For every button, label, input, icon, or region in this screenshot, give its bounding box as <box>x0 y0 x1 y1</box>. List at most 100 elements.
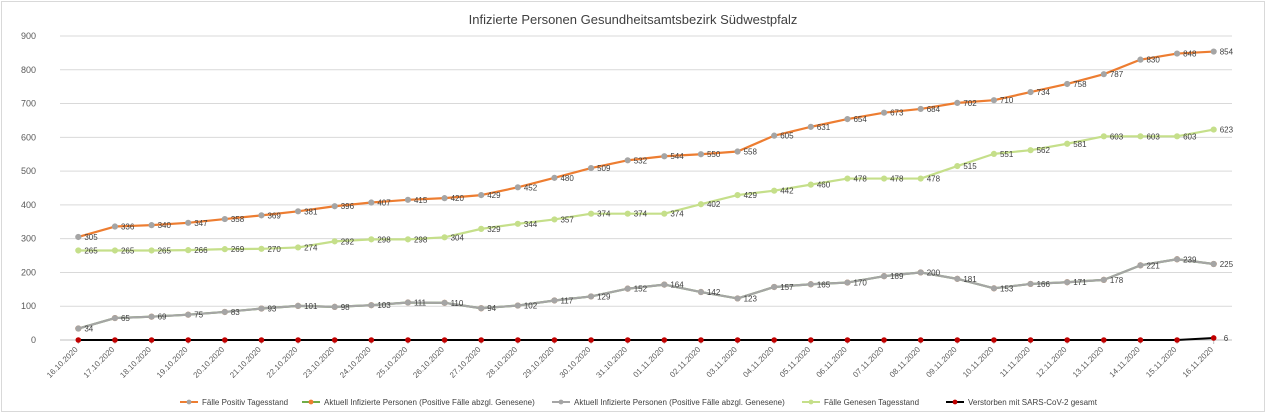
data-label: 166 <box>1037 280 1051 289</box>
data-point <box>1064 80 1071 88</box>
data-label: 298 <box>377 235 391 244</box>
legend-swatch-marker <box>808 399 814 405</box>
data-label: 562 <box>1037 146 1051 155</box>
data-point <box>221 308 228 316</box>
data-point <box>404 299 412 306</box>
legend-label: Aktuell Infizierte Personen (Positive Fä… <box>574 398 785 407</box>
y-tick-label: 100 <box>21 301 36 311</box>
legend-item[interactable]: Verstorben mit SARS-CoV-2 gesamt <box>946 398 1098 407</box>
x-tick-label: 12.11.2020 <box>1034 345 1069 380</box>
data-label: 396 <box>341 202 355 211</box>
data-label: 93 <box>267 305 276 314</box>
data-point <box>185 247 192 254</box>
data-point <box>1027 280 1034 288</box>
x-tick-label: 25.10.2020 <box>375 345 410 380</box>
data-label: 603 <box>1110 132 1124 141</box>
data-label: 265 <box>121 246 135 255</box>
data-point <box>478 337 484 343</box>
data-label: 452 <box>524 183 538 192</box>
data-point <box>1210 48 1217 55</box>
data-point <box>734 148 741 155</box>
data-label: 305 <box>84 233 98 242</box>
legend-item[interactable]: Fälle Positiv Tagesstand <box>180 398 288 407</box>
data-point <box>1137 337 1144 343</box>
data-point <box>514 184 521 191</box>
data-point <box>880 175 888 182</box>
data-label: 787 <box>1110 70 1124 79</box>
data-label: 101 <box>304 302 318 311</box>
data-label: 94 <box>487 304 496 313</box>
data-label: 75 <box>194 311 203 320</box>
data-point <box>808 337 814 343</box>
data-point <box>112 337 118 343</box>
data-point <box>954 337 961 343</box>
data-point <box>331 303 338 310</box>
data-label: 374 <box>670 210 684 219</box>
data-label: 478 <box>853 175 867 184</box>
data-point <box>148 247 155 254</box>
data-point <box>807 281 814 288</box>
data-point <box>75 247 82 254</box>
data-point <box>880 109 888 116</box>
data-point <box>368 236 375 243</box>
legend[interactable]: Fälle Positiv Tagesstand Aktuell Infizier… <box>180 398 1098 407</box>
data-point <box>1173 50 1181 57</box>
series-line-2 <box>78 258 1214 330</box>
data-label: 274 <box>304 243 318 252</box>
series-line-3 <box>78 128 1214 252</box>
data-label: 381 <box>304 207 318 216</box>
data-label: 221 <box>1146 261 1160 270</box>
y-tick-label: 900 <box>21 31 36 41</box>
legend-item[interactable]: Aktuell Infizierte Personen (Positive Fä… <box>302 398 535 407</box>
data-point <box>111 314 119 322</box>
x-tick-label: 04.11.2020 <box>741 345 776 380</box>
data-point <box>624 285 631 292</box>
data-label: 515 <box>963 162 977 171</box>
data-label: 270 <box>267 245 281 254</box>
data-point <box>258 337 265 343</box>
legend-item[interactable]: Aktuell Infizierte Personen (Positive Fä… <box>552 398 785 407</box>
x-tick-label: 10.11.2020 <box>961 345 996 380</box>
data-point <box>294 244 302 251</box>
data-point <box>954 162 961 170</box>
data-label: 420 <box>451 194 465 203</box>
data-point <box>771 187 778 194</box>
data-point <box>478 305 485 312</box>
data-point <box>1173 133 1181 140</box>
data-point <box>148 222 155 229</box>
data-point <box>111 247 119 254</box>
legend-label: Fälle Positiv Tagesstand <box>202 398 288 407</box>
data-point <box>990 150 998 157</box>
data-label: 103 <box>377 301 391 310</box>
data-point <box>1137 262 1144 269</box>
x-tick-label: 11.11.2020 <box>998 345 1032 379</box>
data-label: 269 <box>231 245 245 254</box>
data-point <box>587 293 595 300</box>
data-label: 509 <box>597 164 611 173</box>
legend-item[interactable]: Fälle Genesen Tagesstand <box>802 398 919 407</box>
data-point <box>771 283 778 291</box>
data-label: 429 <box>744 191 758 200</box>
data-point <box>1137 133 1144 140</box>
data-label: 165 <box>817 280 831 289</box>
data-point <box>624 157 631 164</box>
x-tick-label: 27.10.2020 <box>448 345 483 380</box>
data-label: 117 <box>560 296 573 305</box>
data-point <box>624 210 631 217</box>
data-label: 460 <box>817 181 831 190</box>
data-point <box>221 215 228 223</box>
data-label: 239 <box>1183 255 1197 264</box>
data-point <box>185 311 192 318</box>
data-point <box>844 115 851 123</box>
data-point <box>697 201 705 208</box>
data-point <box>1027 88 1034 96</box>
x-tick-label: 02.11.2020 <box>668 345 703 380</box>
data-label: 581 <box>1073 140 1087 149</box>
data-label: 603 <box>1146 132 1160 141</box>
data-point <box>222 337 228 343</box>
data-label: 402 <box>707 200 721 209</box>
data-label: 623 <box>1220 126 1234 135</box>
data-point <box>661 281 668 288</box>
